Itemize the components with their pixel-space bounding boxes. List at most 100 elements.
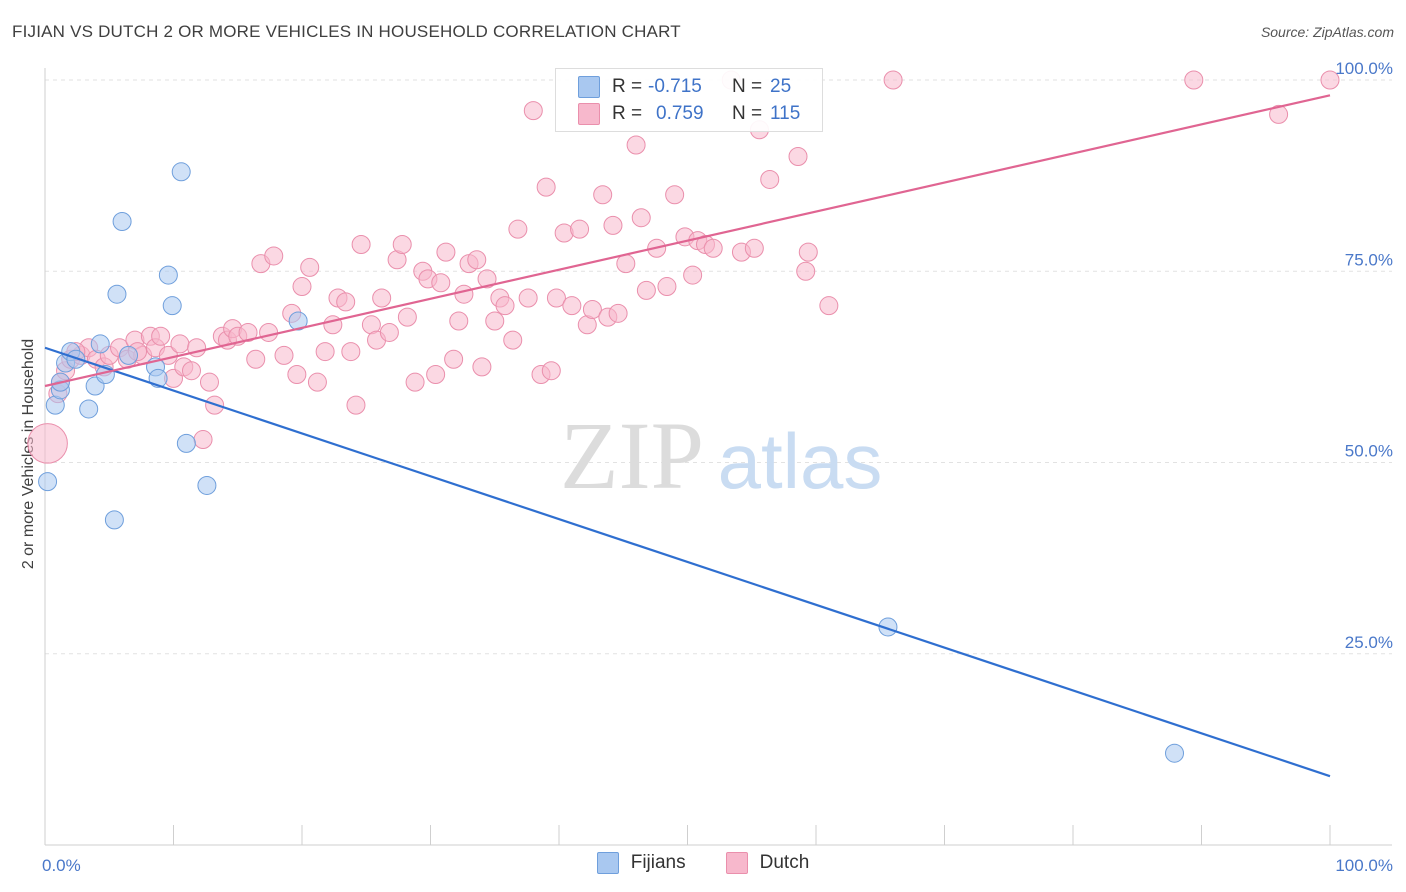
dutch-point	[287, 365, 307, 385]
fijians-point	[79, 399, 99, 419]
dutch-point	[346, 395, 366, 415]
dutch-point	[536, 177, 556, 197]
dutch-point	[562, 296, 582, 316]
dutch-point	[665, 185, 685, 205]
dutch-point	[444, 349, 464, 369]
legend-r-label: R =	[612, 103, 643, 124]
dutch-point	[1184, 70, 1204, 90]
x-tick-label: 0.0%	[42, 856, 81, 875]
fijians-point	[171, 162, 191, 182]
bottom-legend-fijians[interactable]: Fijians	[596, 852, 686, 874]
dutch-point	[495, 296, 515, 316]
legend-n-value: 115	[770, 103, 801, 124]
dutch-point	[523, 101, 543, 121]
dutch-point	[546, 288, 566, 308]
legend-n-label: N =	[732, 76, 763, 97]
chart-title: FIJIAN VS DUTCH 2 OR MORE VEHICLES IN HO…	[12, 22, 681, 41]
watermark-atlas: atlas	[718, 417, 883, 505]
y-tick-label: 75.0%	[1345, 250, 1393, 269]
dutch-point	[341, 342, 361, 362]
dutch-point	[503, 330, 523, 350]
dutch-point	[379, 322, 399, 342]
dutch-point	[264, 246, 284, 266]
dutch-point	[454, 284, 474, 304]
dutch-point	[315, 342, 335, 362]
dutch-point	[683, 265, 703, 285]
fijians-point	[162, 296, 182, 316]
dutch-swatch	[578, 103, 600, 125]
y-tick-label: 100.0%	[1335, 59, 1393, 78]
fijians-point	[1165, 743, 1185, 763]
dutch-point	[181, 361, 201, 381]
dutch-point	[603, 215, 623, 235]
fijians-point	[107, 284, 127, 304]
dutch-point	[582, 300, 602, 319]
fijians-points	[38, 162, 1185, 763]
dutch-point	[570, 219, 590, 239]
dutch-point	[798, 242, 818, 262]
dutch-point	[170, 334, 190, 354]
dutch-point	[307, 372, 327, 392]
fijians-point	[158, 265, 178, 285]
dutch-trend-line	[44, 94, 1331, 388]
dutch-point	[449, 311, 469, 331]
dutch-point	[392, 234, 412, 254]
dutch-point	[372, 288, 392, 308]
dutch-point	[246, 349, 266, 369]
dutch-point	[616, 254, 636, 274]
fijians-point	[112, 212, 132, 232]
dutch-point	[193, 430, 213, 450]
dutch-point	[151, 326, 171, 346]
dutch-point	[426, 365, 446, 385]
watermark-zip: ZIP	[560, 402, 704, 509]
legend: R = -0.715 N = 25 R = 0.759 N = 115	[555, 68, 823, 132]
dutch-point	[336, 292, 356, 312]
dutch-point	[472, 357, 492, 377]
dutch-point	[636, 280, 656, 300]
dutch-point	[27, 423, 68, 464]
dutch-point	[508, 219, 528, 239]
dutch-point	[292, 277, 312, 297]
dutch-point	[760, 169, 780, 189]
dutch-point	[274, 345, 294, 365]
y-tick-label: 50.0%	[1345, 442, 1393, 461]
fijians-point	[197, 475, 217, 495]
x-tick-label: 100.0%	[1335, 856, 1393, 875]
dutch-point	[819, 296, 839, 316]
fijians-point	[176, 433, 196, 453]
dutch-point	[1320, 70, 1340, 90]
tick-labels: 25.0% 50.0% 75.0% 100.0% 0.0% 100.0%	[42, 59, 1393, 875]
dutch-point	[657, 277, 677, 297]
dutch-point	[351, 234, 371, 254]
dutch-point	[593, 185, 613, 205]
watermark: ZIP atlas	[560, 402, 882, 509]
fijians-point	[104, 510, 124, 530]
dutch-point	[796, 261, 816, 281]
fijians-point	[119, 345, 139, 365]
dutch-point	[883, 70, 903, 90]
legend-n-label: N =	[732, 103, 763, 124]
y-tick-label: 25.0%	[1345, 633, 1393, 652]
dutch-swatch	[725, 852, 748, 874]
dutch-point	[300, 257, 320, 277]
bottom-legend-dutch[interactable]: Dutch	[725, 852, 809, 874]
dutch-point	[397, 307, 417, 327]
fijians-swatch	[596, 852, 619, 874]
dutch-point	[626, 135, 646, 155]
dutch-point	[518, 288, 538, 308]
grid-lines	[45, 79, 1392, 655]
dutch-point	[259, 322, 279, 342]
dutch-points	[27, 70, 1340, 464]
legend-r-value: -0.715	[648, 76, 702, 97]
fijians-label: Fijians	[630, 852, 686, 873]
fijians-point	[90, 334, 110, 354]
legend-r-value: 0.759	[656, 103, 704, 124]
dutch-point	[788, 147, 808, 166]
dutch-point	[431, 273, 451, 293]
dutch-point	[744, 238, 764, 258]
dutch-point	[1269, 104, 1289, 124]
dutch-point	[405, 372, 425, 392]
fijians-swatch	[578, 76, 600, 98]
dutch-point	[436, 242, 456, 262]
